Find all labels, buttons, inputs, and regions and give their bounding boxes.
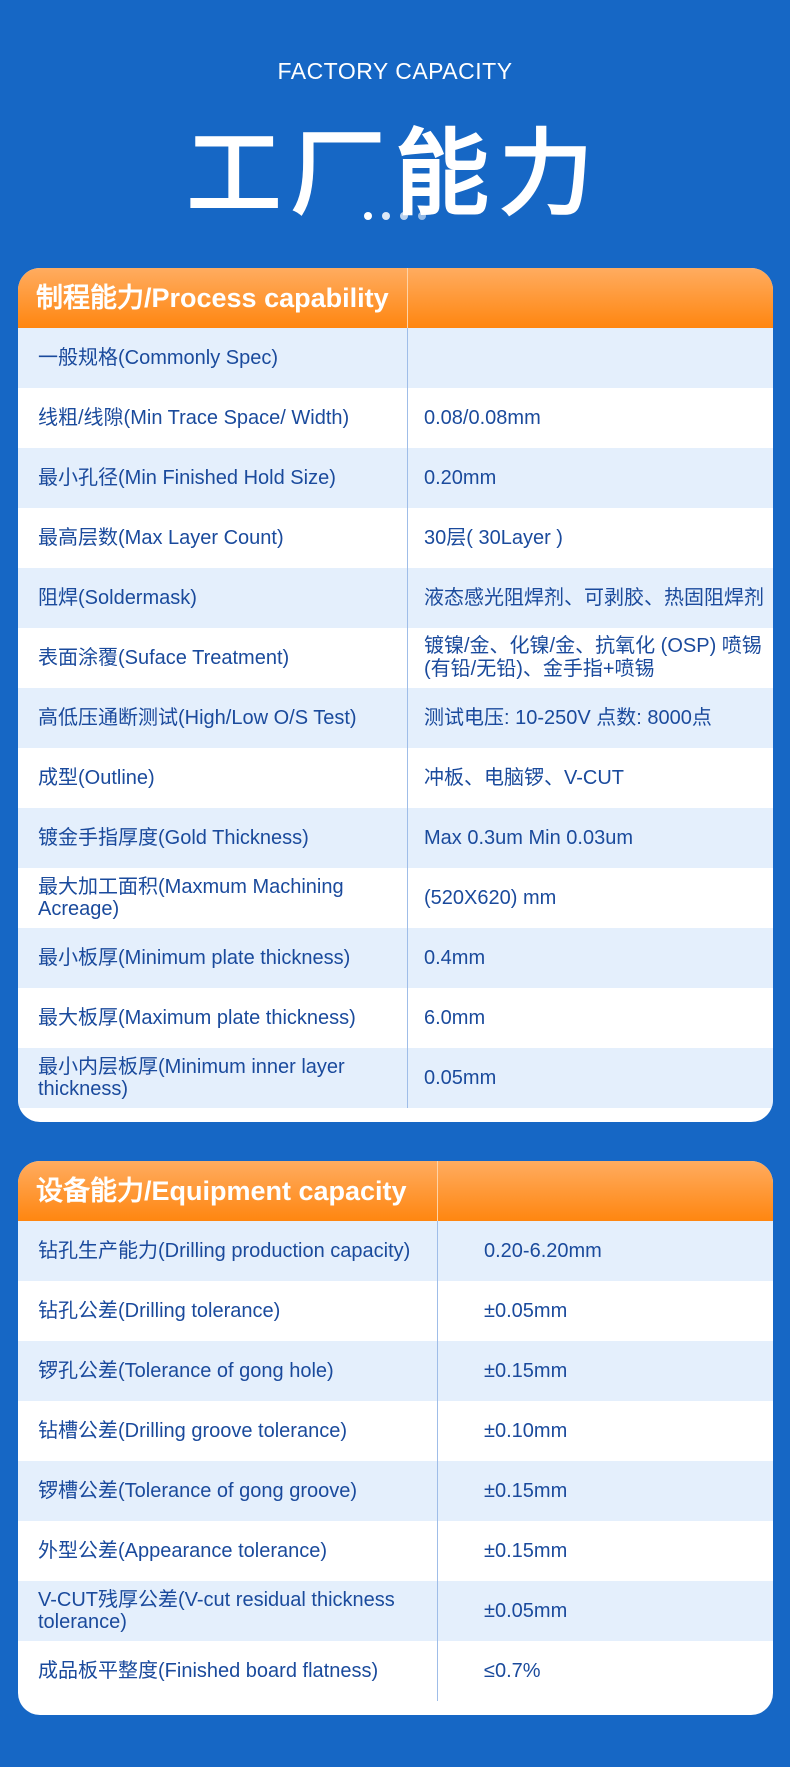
spec-value: 测试电压: 10-250V 点数: 8000点	[424, 706, 712, 729]
dot-icon	[418, 212, 426, 220]
spec-value: ±0.10mm	[484, 1419, 568, 1442]
spec-value: 30层( 30Layer )	[424, 526, 563, 549]
spec-label: 钻槽公差(Drilling groove tolerance)	[18, 1401, 438, 1461]
spec-value: ≤0.7%	[484, 1659, 541, 1682]
table-row: 钻孔生产能力(Drilling production capacity) 0.20…	[18, 1221, 773, 1281]
table-header: 制程能力/Process capability	[18, 268, 773, 328]
table-row: 线粗/线隙(Min Trace Space/ Width) 0.08/0.08mm	[18, 388, 773, 448]
process-capability-table: 制程能力/Process capability 一般规格(Commonly Sp…	[18, 268, 773, 1122]
table-row: 一般规格(Commonly Spec)	[18, 328, 773, 388]
spec-value: ±0.15mm	[484, 1479, 568, 1502]
spec-value: 镀镍/金、化镍/金、抗氧化 (OSP) 喷锡(有铅/无铅)、金手指+喷锡	[424, 635, 762, 680]
spec-value: 6.0mm	[424, 1006, 486, 1029]
spec-value: 0.4mm	[424, 946, 486, 969]
table-row: 锣孔公差(Tolerance of gong hole) ±0.15mm	[18, 1341, 773, 1401]
spec-label: 线粗/线隙(Min Trace Space/ Width)	[18, 388, 408, 448]
section-subtitle: FACTORY CAPACITY	[277, 58, 513, 84]
spec-value: ±0.05mm	[484, 1299, 568, 1322]
table-title: 制程能力/Process capability	[18, 268, 408, 328]
table-header: 设备能力/Equipment capacity	[18, 1161, 773, 1221]
table-row: 最小孔径(Min Finished Hold Size) 0.20mm	[18, 448, 773, 508]
spec-value: 0.20mm	[424, 466, 497, 489]
spec-label: 钻孔公差(Drilling tolerance)	[18, 1281, 438, 1341]
spec-value: ±0.15mm	[484, 1359, 568, 1382]
spec-label: 高低压通断测试(High/Low O/S Test)	[18, 688, 408, 748]
table-title: 设备能力/Equipment capacity	[18, 1161, 438, 1221]
table-row: 阻焊(Soldermask) 液态感光阻焊剂、可剥胶、热固阻焊剂	[18, 568, 773, 628]
table-row: 表面涂覆(Suface Treatment) 镀镍/金、化镍/金、抗氧化 (OSP…	[18, 628, 773, 688]
spec-label: 最大加工面积(Maxmum Machining Acreage)	[18, 868, 408, 928]
table-row: 最高层数(Max Layer Count) 30层( 30Layer )	[18, 508, 773, 568]
spec-value: 0.08/0.08mm	[424, 406, 541, 429]
table-row: 成型(Outline) 冲板、电脑锣、V-CUT	[18, 748, 773, 808]
spec-value: 0.05mm	[424, 1066, 497, 1089]
spec-label: 最高层数(Max Layer Count)	[18, 508, 408, 568]
table-row: 最小内层板厚(Minimum inner layer thickness) 0.0…	[18, 1048, 773, 1108]
spec-label: 外型公差(Appearance tolerance)	[18, 1521, 438, 1581]
table-row: 高低压通断测试(High/Low O/S Test) 测试电压: 10-250V …	[18, 688, 773, 748]
table-row: 锣槽公差(Tolerance of gong groove) ±0.15mm	[18, 1461, 773, 1521]
spec-label: 成型(Outline)	[18, 748, 408, 808]
table-row: 最大加工面积(Maxmum Machining Acreage) (520X620…	[18, 868, 773, 928]
dot-icon	[364, 212, 372, 220]
spec-label: 最小内层板厚(Minimum inner layer thickness)	[18, 1048, 408, 1108]
spec-value: ±0.15mm	[484, 1539, 568, 1562]
spec-label: 最大板厚(Maximum plate thickness)	[18, 988, 408, 1048]
spec-label: 阻焊(Soldermask)	[18, 568, 408, 628]
spec-label: 锣槽公差(Tolerance of gong groove)	[18, 1461, 438, 1521]
dot-icon	[382, 212, 390, 220]
equipment-capacity-table: 设备能力/Equipment capacity 钻孔生产能力(Drilling …	[18, 1161, 773, 1715]
spec-label: 成品板平整度(Finished board flatness)	[18, 1641, 438, 1701]
table-row: 最小板厚(Minimum plate thickness) 0.4mm	[18, 928, 773, 988]
page-title: 工厂能力	[186, 121, 603, 226]
spec-label: 锣孔公差(Tolerance of gong hole)	[18, 1341, 438, 1401]
table-row: 成品板平整度(Finished board flatness) ≤0.7%	[18, 1641, 773, 1701]
table-row: 最大板厚(Maximum plate thickness) 6.0mm	[18, 988, 773, 1048]
spec-label: 最小孔径(Min Finished Hold Size)	[18, 448, 408, 508]
table-row: 钻孔公差(Drilling tolerance) ±0.05mm	[18, 1281, 773, 1341]
spec-label: 钻孔生产能力(Drilling production capacity)	[18, 1221, 438, 1281]
spec-value: (520X620) mm	[424, 886, 557, 909]
dot-icon	[400, 212, 408, 220]
spec-label: 最小板厚(Minimum plate thickness)	[18, 928, 408, 988]
spec-label: 镀金手指厚度(Gold Thickness)	[18, 808, 408, 868]
table-row: 钻槽公差(Drilling groove tolerance) ±0.10mm	[18, 1401, 773, 1461]
spec-value: Max 0.3um Min 0.03um	[424, 826, 633, 849]
spec-value: 液态感光阻焊剂、可剥胶、热固阻焊剂	[424, 586, 764, 609]
table-row: 外型公差(Appearance tolerance) ±0.15mm	[18, 1521, 773, 1581]
spec-value: ±0.05mm	[484, 1599, 568, 1622]
table-row: 镀金手指厚度(Gold Thickness) Max 0.3um Min 0.03…	[18, 808, 773, 868]
decorative-dots	[0, 212, 790, 220]
table-row: V-CUT残厚公差(V-cut residual thickness toler…	[18, 1581, 773, 1641]
spec-value: 0.20-6.20mm	[484, 1239, 602, 1262]
spec-value: 冲板、电脑锣、V-CUT	[424, 766, 624, 789]
spec-label: V-CUT残厚公差(V-cut residual thickness toler…	[18, 1581, 438, 1641]
spec-value	[408, 328, 773, 388]
spec-label: 表面涂覆(Suface Treatment)	[18, 628, 408, 688]
spec-label: 一般规格(Commonly Spec)	[18, 328, 408, 388]
